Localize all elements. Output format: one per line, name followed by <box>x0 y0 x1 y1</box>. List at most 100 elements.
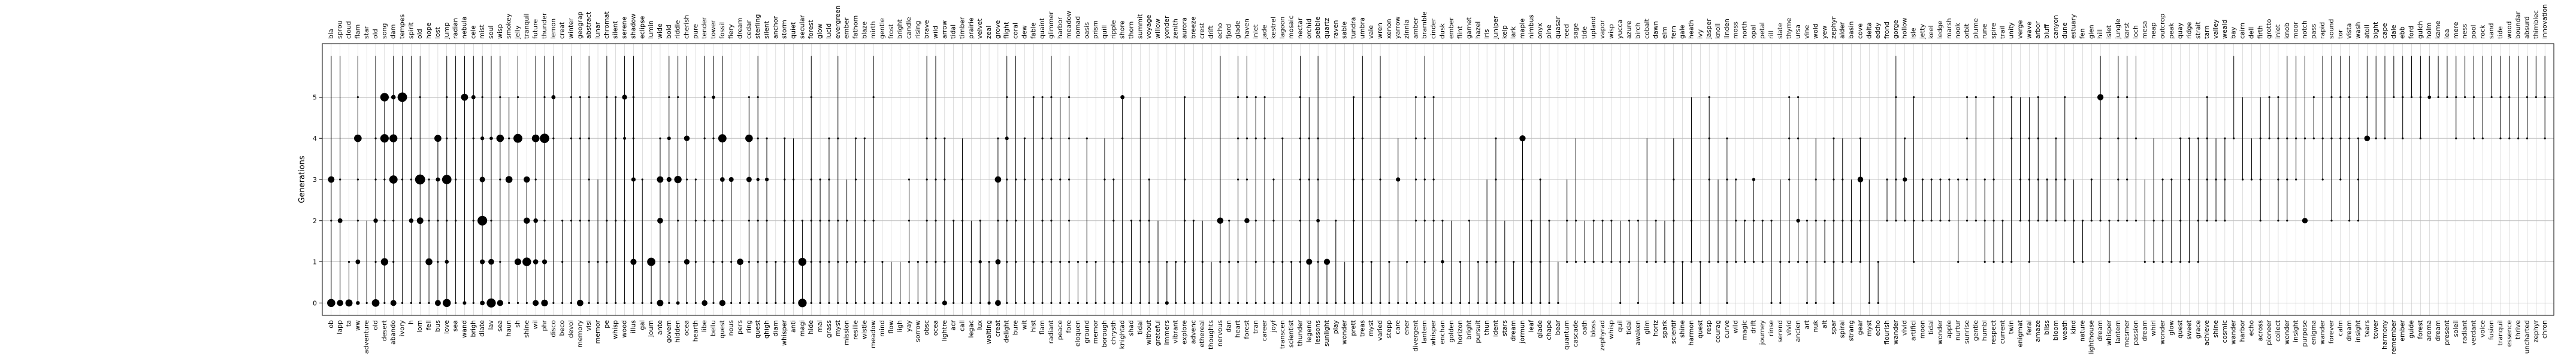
x-tick-label-top: rill <box>1767 31 1775 39</box>
data-point <box>641 302 643 304</box>
data-point <box>632 302 635 304</box>
x-tick-label-bottom: zephyrad <box>1598 320 1606 351</box>
data-point <box>988 260 990 263</box>
x-tick-label-top: ford <box>2408 26 2415 39</box>
data-point <box>2019 178 2022 181</box>
x-tick-label-top: isle <box>1909 28 1917 39</box>
data-point <box>477 215 488 226</box>
data-point <box>953 220 955 222</box>
data-point <box>516 96 519 99</box>
x-tick-label-top: estuary <box>2070 14 2078 39</box>
data-point <box>2427 95 2432 99</box>
data-point <box>792 220 795 222</box>
data-point <box>1352 302 1355 304</box>
data-point <box>437 260 439 263</box>
x-tick-label-top: riddle <box>674 20 682 39</box>
x-tick-label-top: trail <box>1998 26 2006 39</box>
x-tick-label-bottom: call <box>959 320 966 331</box>
x-tick-label-bottom: present <box>2443 320 2451 345</box>
data-point <box>2250 178 2253 181</box>
x-tick-label-bottom: dream <box>2434 320 2442 342</box>
x-tick-label-top: wide <box>656 23 664 39</box>
x-tick-label-top: hazel <box>1474 22 1481 39</box>
data-point <box>1352 96 1355 99</box>
x-tick-label-top: anchor <box>772 16 779 39</box>
data-point <box>694 178 697 181</box>
data-point <box>428 302 430 304</box>
data-point <box>389 175 398 184</box>
x-tick-label-bottom: serend <box>1776 320 1784 343</box>
data-point <box>908 178 911 181</box>
x-tick-label-bottom: essence <box>2505 320 2513 347</box>
data-point <box>1859 137 1862 139</box>
data-point <box>1068 137 1071 139</box>
data-point <box>390 300 397 306</box>
data-point <box>1637 220 1640 222</box>
data-point <box>2010 260 2013 263</box>
x-tick-label-top: tide <box>2496 26 2504 39</box>
data-point <box>1441 220 1444 222</box>
x-tick-label-bottom: lightre <box>941 320 948 342</box>
data-point <box>1032 96 1035 99</box>
data-point <box>632 137 635 139</box>
data-point <box>1077 260 1080 263</box>
x-tick-label-top: kame <box>2434 20 2442 39</box>
x-tick-label-top: dusk <box>1438 23 1446 39</box>
x-tick-label-top: dune <box>2061 22 2069 39</box>
x-tick-label-bottom: waiting <box>985 320 993 344</box>
data-point <box>819 260 821 263</box>
data-point <box>1148 220 1150 222</box>
x-tick-label-top: summit <box>1136 14 1144 39</box>
data-point <box>462 301 467 305</box>
data-point <box>1050 137 1053 139</box>
x-tick-label-bottom: spar <box>1830 320 1837 334</box>
data-point <box>1441 260 1444 264</box>
data-point <box>540 133 549 144</box>
data-point <box>588 220 590 222</box>
x-tick-label-bottom: wit <box>1020 320 1028 330</box>
x-tick-label-top: gentle <box>878 18 886 39</box>
x-tick-label-top: quiet <box>790 22 797 39</box>
data-point <box>1628 220 1631 222</box>
data-point <box>1228 220 1230 222</box>
data-point <box>455 137 457 139</box>
data-point <box>508 302 510 304</box>
x-tick-label-top: petal <box>1758 22 1766 39</box>
data-point <box>2544 137 2546 139</box>
data-point <box>1682 260 1684 263</box>
data-point <box>721 220 724 222</box>
data-point <box>533 259 539 264</box>
x-tick-label-top: meadow <box>1065 11 1073 39</box>
data-point <box>1175 302 1177 304</box>
data-point <box>1557 302 1559 304</box>
x-tick-label-top: zenith <box>1172 19 1180 39</box>
data-point <box>694 220 697 222</box>
x-tick-label-bottom: whirl <box>2149 320 2157 336</box>
x-tick-label-top: glimmer <box>1047 11 1055 39</box>
data-point <box>1921 178 1924 181</box>
data-point <box>347 260 350 263</box>
data-point <box>479 177 485 182</box>
data-point <box>1574 220 1577 222</box>
x-tick-label-top: ripple <box>1109 20 1117 39</box>
x-tick-label-bottom: fusion <box>2487 320 2495 340</box>
data-point <box>944 178 946 181</box>
x-tick-label-bottom: illus <box>629 320 637 333</box>
data-point <box>1699 260 1701 263</box>
data-point <box>1254 260 1257 263</box>
data-point <box>748 220 750 222</box>
data-point <box>1815 302 1817 304</box>
x-tick-label-top: chromat <box>603 11 610 39</box>
data-point <box>631 177 636 182</box>
data-point <box>425 258 433 266</box>
data-point <box>365 302 368 304</box>
data-point <box>784 137 786 139</box>
x-tick-label-bottom: courag <box>1714 320 1722 343</box>
data-point <box>1032 260 1035 263</box>
data-point <box>1486 302 1488 304</box>
x-tick-label-bottom: ener <box>1403 320 1411 336</box>
data-point <box>828 178 830 181</box>
x-tick-label-top: wild <box>932 26 939 39</box>
data-point <box>2402 137 2404 139</box>
data-point <box>997 220 999 222</box>
